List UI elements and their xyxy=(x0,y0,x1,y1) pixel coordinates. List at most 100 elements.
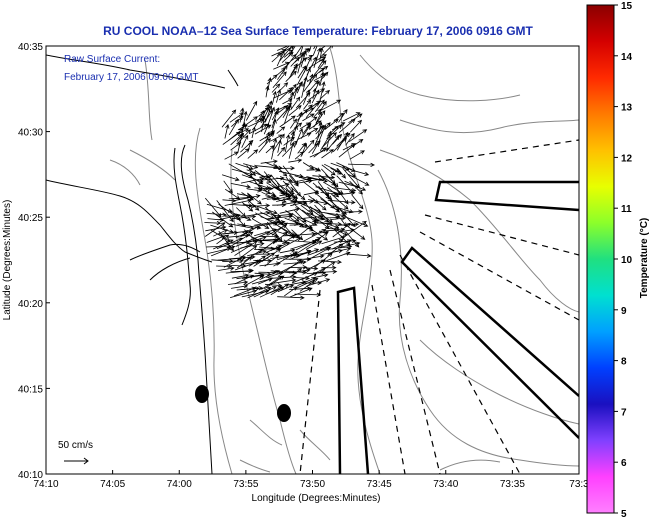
current-vector xyxy=(312,46,318,56)
current-vector xyxy=(276,200,298,206)
current-vector xyxy=(326,251,351,262)
current-vector xyxy=(288,105,302,116)
current-vector xyxy=(313,60,327,76)
y-tick-label: 40:30 xyxy=(18,128,43,139)
current-vector xyxy=(258,238,279,253)
current-vector xyxy=(272,231,288,245)
current-vector xyxy=(249,123,268,135)
channel-outlines xyxy=(336,180,579,474)
current-vector xyxy=(313,110,326,128)
current-vector xyxy=(252,204,278,215)
depth-contour-2 xyxy=(230,149,297,474)
coastline-north xyxy=(46,54,226,89)
x-tick-label: 73:50 xyxy=(300,479,325,490)
current-vector xyxy=(321,132,337,149)
colorbar-tick-label: 13 xyxy=(621,103,633,114)
depth-contour-5 xyxy=(379,119,579,313)
current-vector xyxy=(276,105,289,115)
current-vector xyxy=(344,216,369,227)
current-vector xyxy=(273,163,288,177)
current-vector xyxy=(270,283,290,296)
current-vector xyxy=(290,200,308,207)
current-vector xyxy=(289,81,303,99)
map-layer xyxy=(46,46,579,474)
current-vector xyxy=(279,115,296,128)
current-vector xyxy=(336,131,349,151)
current-vector xyxy=(272,71,287,89)
x-tick-label: 73:35 xyxy=(500,479,525,490)
current-vector xyxy=(210,245,236,257)
current-vector xyxy=(317,121,323,136)
current-vector xyxy=(290,96,301,111)
current-vector xyxy=(338,190,356,196)
current-vector xyxy=(230,284,249,289)
current-vector xyxy=(213,239,234,250)
current-vector xyxy=(284,134,291,152)
current-vector xyxy=(276,50,285,67)
current-vector xyxy=(289,118,297,129)
current-vector xyxy=(273,166,295,171)
x-tick-label: 73:55 xyxy=(233,479,258,490)
current-vector xyxy=(348,113,363,124)
colorbar-tick-label: 15 xyxy=(621,1,633,12)
current-vector xyxy=(313,147,327,158)
channel-outline-south xyxy=(336,286,370,474)
current-vector xyxy=(218,266,235,271)
current-vector xyxy=(237,148,250,159)
current-vector xyxy=(255,251,271,257)
current-vector xyxy=(314,54,327,62)
current-vector xyxy=(349,150,365,160)
current-vector xyxy=(303,99,312,110)
colorbar-ticks: 15 14 13 12 11 10 9 8 7 6 5 xyxy=(614,1,633,519)
current-vector xyxy=(312,198,327,211)
current-vector xyxy=(297,142,307,154)
current-vector xyxy=(349,180,364,195)
current-vector xyxy=(248,255,267,267)
current-vector xyxy=(234,240,258,256)
current-vector xyxy=(321,99,342,111)
current-vector xyxy=(290,56,300,67)
current-vector xyxy=(231,273,250,279)
channel-outline-southeast xyxy=(400,246,579,439)
current-vector xyxy=(290,186,306,201)
current-vector xyxy=(265,85,270,98)
current-vector xyxy=(271,107,280,121)
colorbar-tick-label: 5 xyxy=(621,509,627,519)
current-vector xyxy=(276,126,286,134)
coastline-shore xyxy=(46,179,213,263)
current-vector xyxy=(331,247,352,253)
x-tick-label: 73:45 xyxy=(367,479,392,490)
current-vector xyxy=(321,235,346,245)
colorbar-label: Temperature (°C) xyxy=(639,218,650,299)
current-vector xyxy=(319,81,326,103)
current-vector xyxy=(282,140,298,157)
current-vector xyxy=(221,109,237,128)
current-vector xyxy=(267,214,293,220)
current-vector xyxy=(266,74,278,85)
current-vector xyxy=(277,139,282,153)
current-vector xyxy=(271,137,278,160)
current-vector xyxy=(338,108,348,123)
current-vector xyxy=(300,142,308,158)
current-vector xyxy=(288,158,303,163)
current-vector xyxy=(234,194,261,201)
current-vector xyxy=(229,231,254,248)
current-vector xyxy=(318,100,327,115)
current-vector xyxy=(288,265,308,270)
y-axis-ticks: 40:35 40:30 40:25 40:20 40:15 40:10 xyxy=(18,42,50,481)
current-vector xyxy=(234,274,255,285)
current-vector xyxy=(249,235,267,243)
current-vector xyxy=(223,180,233,194)
current-vector xyxy=(319,239,344,251)
current-vector xyxy=(319,133,331,152)
legend-line-1: Raw Surface Current: xyxy=(64,54,160,65)
current-vector xyxy=(351,194,364,210)
depth-contour-4 xyxy=(359,54,579,467)
current-vector xyxy=(279,248,296,254)
current-vector xyxy=(300,50,307,68)
y-tick-label: 40:10 xyxy=(18,470,43,481)
current-vector xyxy=(224,198,253,206)
plot-background xyxy=(46,46,579,474)
current-vector xyxy=(297,132,312,140)
current-vector xyxy=(259,270,281,280)
